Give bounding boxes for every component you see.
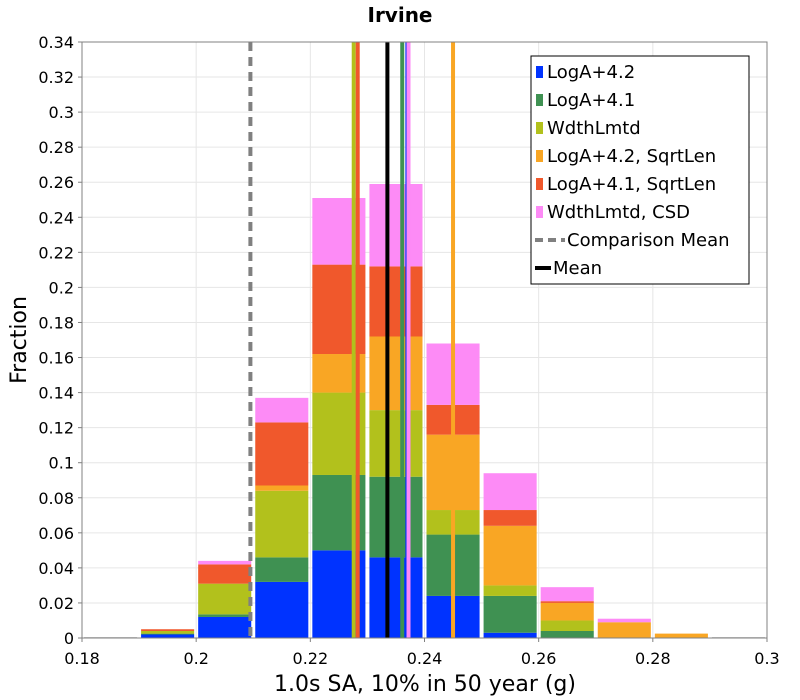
bar-segment [141, 629, 195, 631]
legend-swatch [536, 206, 543, 218]
y-tick-label: 0.32 [38, 68, 74, 87]
bar-segment [597, 618, 651, 623]
y-axis-label: Fraction [7, 296, 32, 384]
legend-swatch [536, 178, 543, 190]
bar-segment [369, 183, 423, 267]
y-tick-label: 0.26 [38, 173, 74, 192]
x-tick-label: 0.28 [635, 649, 671, 668]
bar-segment [369, 336, 423, 411]
legend-label: WdthLmtd [547, 118, 641, 139]
y-tick-label: 0.28 [38, 138, 74, 157]
bar-segment [483, 510, 537, 526]
bar-segment [141, 634, 195, 638]
bar-segment [255, 581, 309, 638]
y-tick-label: 0.1 [49, 454, 74, 473]
y-tick-label: 0.16 [38, 349, 74, 368]
bar-segment [483, 585, 537, 596]
bar-segment [198, 614, 252, 617]
legend-label: LogA+4.2, SqrtLen [547, 146, 716, 167]
y-tick-label: 0.08 [38, 489, 74, 508]
bar-segment [198, 616, 252, 638]
bar-segment [255, 485, 309, 491]
bar-segment [597, 622, 651, 638]
x-tick-label: 0.3 [754, 649, 779, 668]
bars [84, 183, 765, 638]
y-tick-label: 0.04 [38, 559, 74, 578]
legend-label: LogA+4.1, SqrtLen [547, 174, 716, 195]
bar-segment [141, 630, 195, 634]
bar-segment [540, 601, 594, 603]
y-tick-label: 0.22 [38, 243, 74, 262]
bar-segment [255, 397, 309, 423]
bar-segment [654, 633, 708, 638]
y-tick-label: 0.12 [38, 419, 74, 438]
y-tick-label: 0 [64, 629, 74, 648]
y-tick-label: 0.06 [38, 524, 74, 543]
y-tick-label: 0.18 [38, 313, 74, 332]
legend-label: LogA+4.1 [547, 90, 635, 111]
bar-segment [540, 620, 594, 631]
bar-segment [483, 525, 537, 586]
legend-label: Mean [553, 258, 602, 279]
legend-label: LogA+4.2 [547, 62, 635, 83]
legend-box [530, 55, 750, 285]
bar-segment [198, 564, 252, 584]
bar-segment [255, 490, 309, 558]
bar-segment [141, 633, 195, 635]
legend-swatch [536, 150, 543, 162]
x-axis-label: 1.0s SA, 10% in 50 year (g) [274, 672, 576, 697]
y-tick-label: 0.24 [38, 208, 74, 227]
x-tick-label: 0.2 [183, 649, 208, 668]
chart-title: Irvine [368, 3, 433, 27]
legend-swatch [536, 94, 543, 106]
y-tick-label: 0.3 [49, 103, 74, 122]
y-axis-ticks: 0 0.02 0.04 0.06 0.08 0.1 0.12 0.14 0.16 0.18 0.2 0… [38, 33, 82, 648]
y-tick-label: 0.14 [38, 384, 74, 403]
bar-segment [483, 473, 537, 511]
x-tick-label: 0.26 [521, 649, 557, 668]
bar-segment [369, 266, 423, 337]
bar-segment [540, 587, 594, 602]
bar-segment [369, 410, 423, 477]
bar-segment [483, 632, 537, 638]
legend: LogA+4.2 LogA+4.1 WdthLmtd LogA+4.2, SqrtLe… [530, 55, 750, 285]
mean-lines [248, 42, 456, 638]
y-tick-label: 0.34 [38, 33, 74, 52]
x-tick-label: 0.18 [64, 649, 100, 668]
bar-segment [540, 630, 594, 638]
x-tick-label: 0.22 [293, 649, 329, 668]
bar-segment [255, 422, 309, 486]
legend-swatch [536, 122, 543, 134]
bar-segment [369, 557, 423, 638]
bar-segment [255, 557, 309, 582]
legend-swatch [536, 66, 543, 78]
bar-segment [540, 602, 594, 621]
bar-segment [483, 595, 537, 633]
bar-segment [198, 583, 252, 615]
bar-segment [369, 476, 423, 558]
legend-label: Comparison Mean [567, 230, 730, 251]
x-axis-ticks: 0.18 0.2 0.22 0.24 0.26 0.28 0.3 [64, 638, 780, 668]
x-tick-label: 0.24 [407, 649, 443, 668]
y-tick-label: 0.02 [38, 594, 74, 613]
y-tick-label: 0.2 [49, 278, 74, 297]
bar-segment [198, 560, 252, 565]
legend-label: WdthLmtd, CSD [547, 202, 690, 223]
